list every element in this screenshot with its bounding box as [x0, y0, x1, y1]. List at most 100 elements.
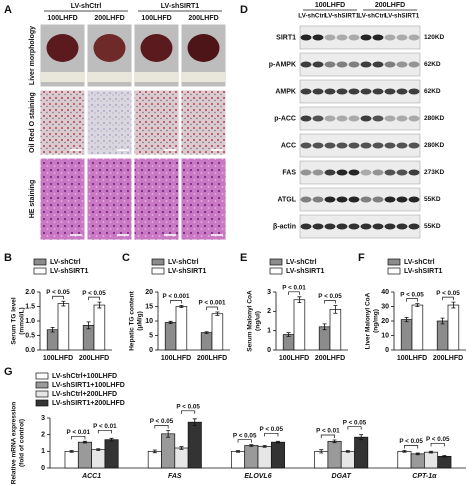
blot-band	[300, 34, 312, 41]
blot-band	[360, 223, 372, 230]
legend-label: LV-shSIRT1	[286, 268, 324, 275]
blot-band	[348, 142, 360, 149]
blot-band	[348, 196, 360, 203]
blot-band	[408, 142, 420, 149]
y-tick-label: 20	[145, 289, 153, 296]
bar	[314, 450, 329, 469]
error-bar	[69, 450, 74, 453]
micrograph	[180, 89, 227, 156]
y-tick-label: 3	[267, 289, 271, 296]
bar	[436, 320, 449, 351]
y-axis-title: (mmol/L)	[19, 307, 26, 334]
significance-bracket	[88, 296, 100, 301]
blot-band	[408, 61, 420, 68]
legend-label: LV-shSIRT1	[50, 268, 88, 275]
p-value: P < 0.001	[162, 293, 190, 300]
y-tick-label: 2.0	[25, 289, 35, 296]
blot-band	[324, 169, 336, 176]
p-value: P < 0.05	[399, 438, 423, 445]
error-bar	[297, 296, 302, 304]
bar	[400, 319, 413, 351]
blot-band	[300, 115, 312, 122]
ruler	[134, 72, 179, 82]
panel-letter: C	[122, 252, 130, 264]
blot-band	[312, 223, 324, 230]
blot-band	[348, 169, 360, 176]
y-axis-title: Serum TG level	[11, 297, 18, 345]
blot-band	[396, 115, 408, 122]
error-bar	[451, 301, 456, 309]
blot-band	[336, 88, 348, 95]
y-tick-label: 2	[41, 432, 45, 439]
blot-band	[300, 88, 312, 95]
y-tick-label: 3	[41, 415, 45, 422]
blot-band	[336, 196, 348, 203]
bar	[164, 322, 177, 351]
blot-band	[384, 61, 396, 68]
legend-swatch	[35, 399, 49, 407]
p-value: P < 0.01	[67, 429, 91, 436]
y-tick-label: 0	[267, 347, 271, 354]
size-label: 280KD	[424, 142, 445, 149]
error-bar	[262, 445, 267, 448]
blot-band	[360, 196, 372, 203]
error-bar	[275, 440, 280, 444]
blot-band	[312, 115, 324, 122]
bar	[410, 453, 425, 469]
bar	[231, 450, 246, 469]
y-tick-label: 1	[267, 328, 271, 335]
blot-band	[336, 115, 348, 122]
panel-letter: B	[4, 252, 12, 264]
significance-bracket	[406, 298, 418, 302]
p-value: P < 0.05	[343, 419, 367, 426]
micrograph	[133, 89, 180, 156]
ruler	[40, 72, 85, 82]
blot-band	[360, 88, 372, 95]
ruler	[181, 72, 226, 82]
error-bar	[109, 437, 114, 442]
error-bar	[442, 455, 447, 458]
blot-band	[372, 196, 384, 203]
bar	[411, 304, 424, 351]
bar	[211, 313, 224, 351]
bar	[244, 445, 259, 469]
p-value: P < 0.05	[260, 426, 284, 433]
error-bar	[179, 304, 184, 309]
row-label: Liver morphology	[29, 26, 36, 85]
blot-band	[396, 61, 408, 68]
y-tick-label: 10	[381, 332, 389, 339]
bar	[270, 441, 285, 469]
y-axis-title: (fold of control)	[19, 419, 26, 467]
error-bar	[333, 305, 338, 314]
legend-label: LV-shCtrl	[50, 259, 81, 266]
panel-letter: G	[4, 366, 13, 378]
significance-bracket	[237, 439, 252, 443]
x-tick-label: 100LHFD	[397, 355, 427, 362]
blot-band	[396, 142, 408, 149]
ruler	[87, 72, 132, 82]
liver	[140, 34, 173, 62]
liver	[93, 34, 126, 62]
p-value: P < 0.05	[46, 289, 70, 296]
panel-letter: D	[240, 4, 248, 16]
blot-band	[384, 115, 396, 122]
error-bar	[404, 316, 409, 323]
y-tick-label: 20	[381, 318, 389, 325]
legend-label: LV-shCtrl	[286, 259, 317, 266]
error-bar	[249, 444, 254, 447]
micrograph	[180, 157, 227, 241]
significance-bracket	[430, 442, 445, 447]
p-value: P < 0.05	[426, 436, 450, 443]
bar	[340, 450, 355, 469]
group-label: LV-shSIRT1	[385, 13, 420, 20]
blot-band	[336, 169, 348, 176]
error-bar	[192, 418, 197, 426]
blot-band	[312, 34, 324, 41]
column-label: 100LHFD	[47, 15, 77, 22]
bar	[257, 445, 272, 469]
blot-band	[324, 61, 336, 68]
error-bar	[415, 303, 420, 307]
y-axis-title: (ng/ul)	[255, 311, 262, 331]
bar	[447, 304, 460, 351]
blot-band	[396, 196, 408, 203]
